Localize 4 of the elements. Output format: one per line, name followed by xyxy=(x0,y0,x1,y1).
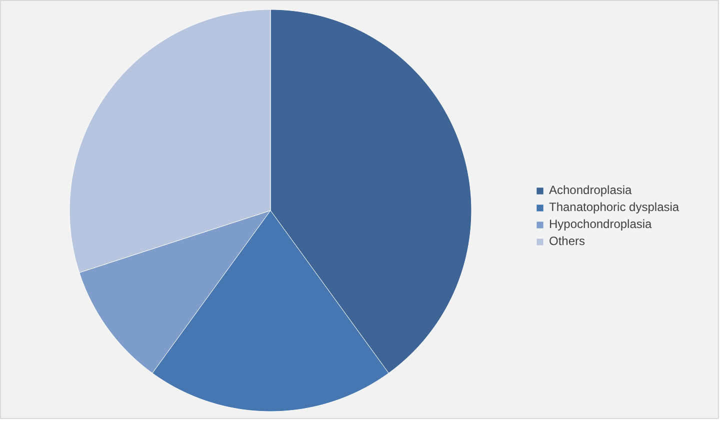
legend-label: Thanatophoric dysplasia xyxy=(549,200,680,214)
legend-label: Hypochondroplasia xyxy=(549,217,652,231)
legend-label: Achondroplasia xyxy=(549,183,632,197)
legend-label: Others xyxy=(549,234,586,248)
